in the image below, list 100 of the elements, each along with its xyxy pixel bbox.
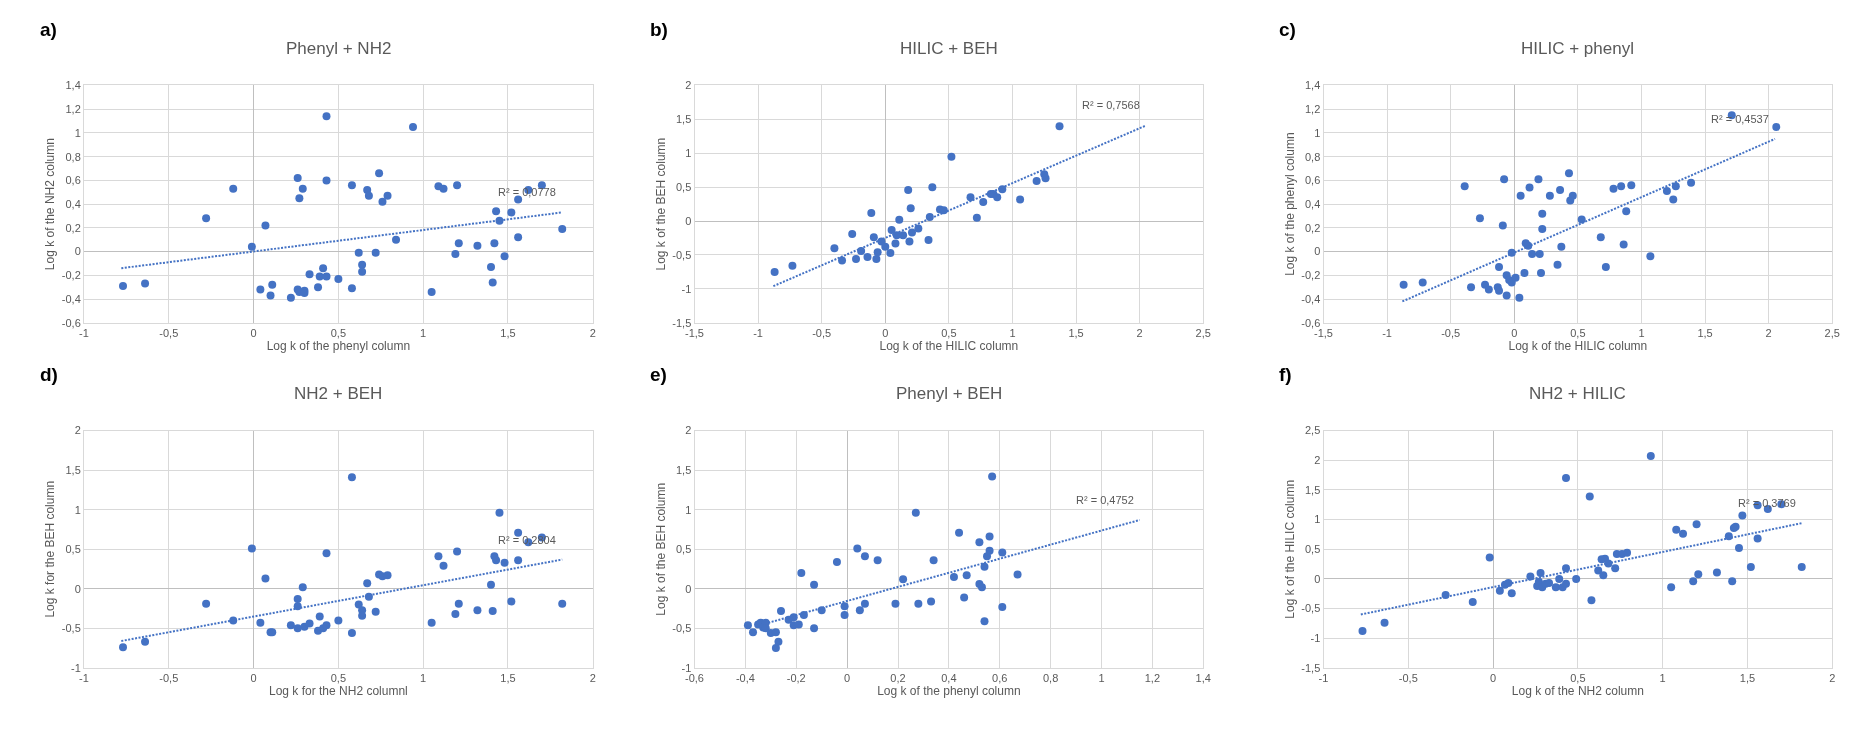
y-tick-label: 0 <box>1314 245 1321 258</box>
y-tick-label: 1 <box>74 126 81 139</box>
x-tick-label: -0,5 <box>159 672 179 685</box>
y-tick-label: 2 <box>685 424 692 437</box>
x-tick-label: 1,5 <box>500 326 516 339</box>
x-tick-label: 1,5 <box>1739 672 1756 685</box>
y-tick-label: 0 <box>685 214 692 227</box>
y-tick-label: 0,5 <box>65 543 81 556</box>
y-tick-label: 0,8 <box>1305 150 1321 163</box>
x-tick-label: 1,5 <box>1697 326 1713 339</box>
x-tick-label: 2 <box>1829 672 1836 685</box>
chart-title: Phenyl + BEH <box>896 384 1003 403</box>
y-tick-label: -0,5 <box>61 622 81 635</box>
y-tick-label: -1 <box>1310 632 1321 645</box>
y-tick-label: 0 <box>74 245 81 258</box>
x-tick-label: 0,2 <box>890 672 906 685</box>
annotation: R² = 0,0778 <box>498 186 556 198</box>
y-tick-label: 1,5 <box>1305 483 1321 496</box>
y-tick-label: 0,4 <box>65 197 81 210</box>
y-tick-label: 1 <box>74 503 81 516</box>
y-tick-label: 1 <box>1314 513 1321 526</box>
y-tick-label: 1,5 <box>65 464 81 477</box>
y-tick-label: -0,5 <box>672 248 692 261</box>
x-tick-label: 1 <box>1009 326 1016 339</box>
x-axis-title: Log k for the NH2 columnl <box>269 684 408 699</box>
y-tick-label: 0 <box>1314 572 1321 585</box>
x-tick-label: 0 <box>844 672 851 685</box>
y-axis-title: Log k of the BEH column <box>653 482 668 616</box>
y-tick-label: -0,4 <box>61 292 81 305</box>
x-tick-label: 0,5 <box>941 326 957 339</box>
x-tick-label: -0,5 <box>812 326 832 339</box>
y-tick-label: -1 <box>681 282 692 295</box>
x-tick-label: -0,5 <box>159 326 179 339</box>
x-tick-label: 1 <box>420 672 427 685</box>
x-tick-label: 0,5 <box>1570 672 1586 685</box>
y-tick-label: 0,4 <box>1305 197 1321 210</box>
y-tick-label: 2 <box>74 424 81 437</box>
y-tick-label: 0,2 <box>65 221 81 234</box>
x-tick-label: -1 <box>753 326 763 339</box>
x-tick-label: 1 <box>1098 672 1105 685</box>
x-axis-title: Log k of the phenyl column <box>266 338 411 353</box>
y-tick-label: 1 <box>685 503 692 516</box>
y-axis-title: Log k for the BEH column <box>43 480 58 618</box>
x-tick-label: 2 <box>1765 326 1772 339</box>
y-tick-label: 2 <box>1314 454 1321 467</box>
y-tick-label: -0,5 <box>672 622 692 635</box>
x-tick-label: 2 <box>1136 326 1143 339</box>
y-tick-label: -1,5 <box>1301 661 1321 674</box>
y-tick-label: -0,5 <box>1301 602 1321 615</box>
text: e) <box>650 364 667 385</box>
y-tick-label: 0,6 <box>65 174 81 187</box>
x-tick-label: 0,4 <box>941 672 957 685</box>
y-tick-label: 1,4 <box>1305 79 1321 92</box>
x-axis-title: Log k of the phenyl column <box>877 684 1021 699</box>
y-tick-label: 0 <box>74 582 81 595</box>
y-tick-label: 2,5 <box>1305 424 1321 437</box>
x-tick-label: 0,5 <box>330 326 347 339</box>
y-tick-label: 2 <box>685 79 692 92</box>
chart-title: HILIC + phenyl <box>1521 39 1634 58</box>
y-tick-label: 1,2 <box>65 103 81 116</box>
y-tick-label: 0,5 <box>1305 543 1321 556</box>
y-tick-label: 1,2 <box>1305 103 1321 116</box>
y-tick-label: 0,8 <box>65 150 81 163</box>
x-axis-title: Log k of the HILIC column <box>1508 338 1648 353</box>
y-tick-label: -0,2 <box>1301 269 1321 282</box>
y-tick-label: -0,2 <box>61 269 81 282</box>
y-tick-label: 1,5 <box>676 113 692 126</box>
y-axis-title: Log k of the phenyl column <box>1282 132 1297 276</box>
x-tick-label: 0,5 <box>330 672 347 685</box>
x-tick-label: 1,5 <box>1068 326 1084 339</box>
x-axis-title: Log k of the NH2 column <box>1511 684 1644 699</box>
y-axis-title: Log k of the HILIC column <box>1282 479 1297 619</box>
x-tick-label: -0,5 <box>1441 326 1461 339</box>
x-tick-label: 1,2 <box>1144 672 1161 685</box>
y-tick-label: -0,4 <box>1301 292 1321 305</box>
x-tick-label: 0 <box>882 326 889 339</box>
y-axis-title: Log k of the BEH column <box>653 137 668 271</box>
y-tick-label: 1 <box>685 147 692 160</box>
text: c) <box>1279 19 1296 40</box>
x-tick-label: 2 <box>589 326 596 339</box>
x-tick-label: 1 <box>420 326 427 339</box>
x-tick-label: -1 <box>1382 326 1392 339</box>
x-tick-label: -0,4 <box>735 672 755 685</box>
y-tick-label: 0,5 <box>676 181 692 194</box>
x-tick-label: 0 <box>1511 326 1518 339</box>
text: f) <box>1279 364 1292 385</box>
x-tick-label: 2,5 <box>1824 326 1840 339</box>
y-tick-label: 1 <box>1314 126 1321 139</box>
y-tick-label: 0,2 <box>1305 221 1321 234</box>
x-tick-label: 0,5 <box>1570 326 1586 339</box>
y-tick-label: 1,4 <box>65 79 81 92</box>
y-tick-label: 0,6 <box>1305 174 1321 187</box>
y-tick-label: -1 <box>71 661 81 674</box>
chart-title: Phenyl + NH2 <box>286 39 392 58</box>
y-tick-label: 0,5 <box>676 543 692 556</box>
x-tick-label: 2,5 <box>1195 326 1211 339</box>
annotation: R² = 0,7568 <box>1082 99 1140 111</box>
y-tick-label: -1 <box>681 661 692 674</box>
text: d) <box>40 364 58 385</box>
y-tick-label: -1,5 <box>672 316 692 329</box>
